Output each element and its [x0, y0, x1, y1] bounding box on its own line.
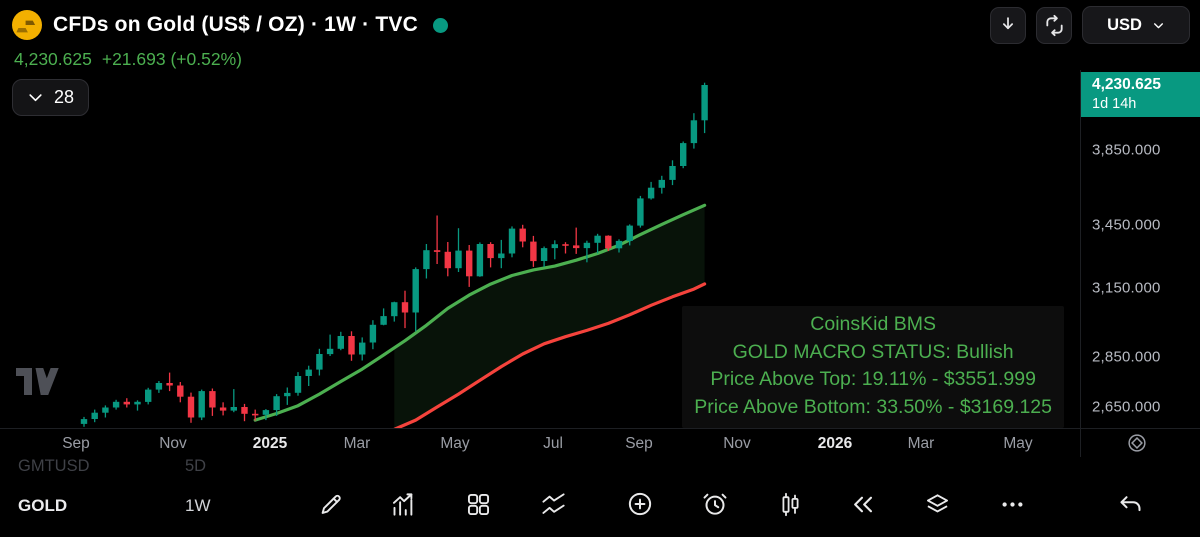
layout-grid-icon — [465, 491, 492, 518]
gold-symbol-icon — [12, 10, 42, 40]
price-tick-label: 3,450.000 — [1092, 217, 1161, 234]
undo-button[interactable] — [1112, 487, 1148, 521]
price-tick-label: 2,850.000 — [1092, 349, 1161, 366]
price-change: +21.693 (+0.52%) — [102, 49, 242, 70]
draw-tool-button[interactable] — [312, 487, 348, 521]
time-axis[interactable]: Sep Nov 2025 Mar May Jul Sep Nov 2026 Mar May — [0, 428, 1200, 458]
price-tick-label: 3,150.000 — [1092, 280, 1161, 297]
compare-button[interactable] — [535, 487, 571, 521]
indicators-button[interactable] — [385, 487, 421, 521]
badge-countdown: 1d 14h — [1092, 96, 1200, 112]
watchlist-row-gold[interactable]: GOLD 1W — [18, 496, 67, 516]
watchlist-interval: 5D — [185, 456, 206, 476]
plus-circle-icon — [626, 490, 654, 518]
time-tick-label: Jul — [543, 435, 563, 453]
last-price: 4,230.625 — [14, 49, 92, 70]
time-tick-label: Nov — [159, 435, 187, 453]
time-tick-label: May — [440, 435, 469, 453]
time-tick-label: Mar — [344, 435, 371, 453]
price-axis[interactable]: 4,230.625 1d 14h 3,850.000 3,450.000 3,150… — [1081, 70, 1200, 428]
chevron-down-icon — [27, 89, 44, 106]
time-tick-label: Nov — [723, 435, 751, 453]
candlesticks-icon — [777, 491, 804, 518]
currency-label: USD — [1107, 16, 1142, 35]
current-price-badge: 4,230.625 1d 14h — [1081, 72, 1200, 117]
tradingview-app: CFDs on Gold (US$ / OZ) · 1W · TVC USD 4… — [0, 0, 1200, 537]
chart-type-button[interactable] — [772, 487, 808, 521]
time-tick-label: Sep — [625, 435, 653, 453]
watchlist-symbol: GMTUSD — [18, 457, 90, 475]
time-tick-label: Mar — [908, 435, 935, 453]
symbol-title[interactable]: CFDs on Gold (US$ / OZ) · 1W · TVC — [53, 13, 418, 37]
time-tick-label: May — [1003, 435, 1032, 453]
price-row: 4,230.625 +21.693 (+0.52%) — [14, 49, 242, 70]
price-tick-label: 3,850.000 — [1092, 142, 1161, 159]
download-icon — [997, 14, 1019, 36]
ellipsis-icon — [999, 491, 1026, 518]
rewind-icon — [849, 491, 876, 518]
layers-button[interactable] — [919, 487, 955, 521]
download-button[interactable] — [990, 7, 1026, 44]
time-tick-label: 2026 — [818, 435, 852, 453]
market-status-dot — [433, 18, 448, 33]
watchlist-interval: 1W — [185, 496, 211, 516]
add-button[interactable] — [622, 487, 658, 521]
annotation-line: Price Above Top: 19.11% - $3551.999 — [694, 366, 1052, 394]
settings-gear-icon[interactable] — [1126, 432, 1148, 454]
indicators-icon — [390, 491, 417, 518]
layers-icon — [924, 491, 951, 518]
rotate-layout-button[interactable] — [1036, 7, 1072, 44]
annotation-line: Price Above Bottom: 33.50% - $3169.125 — [694, 394, 1052, 422]
alerts-button[interactable] — [697, 487, 733, 521]
badge-price: 4,230.625 — [1092, 76, 1200, 94]
countdown-chip[interactable]: 28 — [12, 79, 89, 116]
chevron-down-icon — [1152, 19, 1165, 32]
countdown-value: 28 — [54, 87, 74, 108]
header: CFDs on Gold (US$ / OZ) · 1W · TVC USD — [0, 0, 1200, 50]
compare-waves-icon — [540, 491, 567, 518]
rotate-icon — [1043, 14, 1066, 37]
more-button[interactable] — [994, 487, 1030, 521]
watchlist-symbol: GOLD — [18, 496, 67, 515]
undo-arrow-icon — [1117, 491, 1144, 518]
annotation-line: CoinsKid BMS — [694, 311, 1052, 339]
price-tick-label: 2,650.000 — [1092, 399, 1161, 416]
tradingview-logo[interactable] — [16, 368, 62, 400]
layouts-button[interactable] — [460, 487, 496, 521]
annotation-line: GOLD MACRO STATUS: Bullish — [694, 339, 1052, 367]
pencil-icon — [317, 491, 344, 518]
replay-button[interactable] — [844, 487, 880, 521]
time-tick-label: 2025 — [253, 435, 287, 453]
alarm-clock-icon — [701, 490, 729, 518]
watchlist-row-gmtusd[interactable]: GMTUSD 5D — [18, 456, 90, 476]
currency-select[interactable]: USD — [1082, 6, 1190, 44]
chart-area[interactable]: CoinsKid BMS GOLD MACRO STATUS: Bullish … — [0, 70, 1080, 428]
bms-annotation: CoinsKid BMS GOLD MACRO STATUS: Bullish … — [682, 306, 1064, 428]
time-tick-label: Sep — [62, 435, 90, 453]
